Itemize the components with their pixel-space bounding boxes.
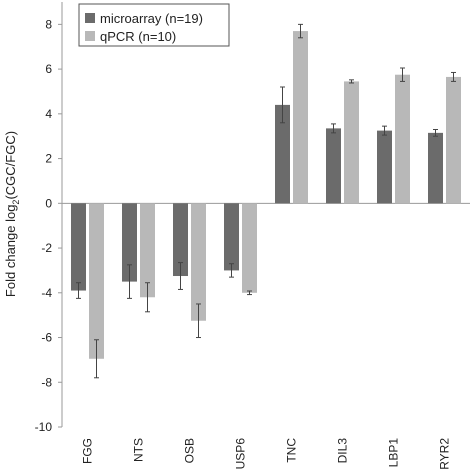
- y-tick-label: 8: [45, 17, 52, 31]
- category-label: TNC: [285, 438, 299, 463]
- y-tick-label: -2: [41, 241, 52, 255]
- y-axis-title-subscript: 2: [11, 200, 21, 205]
- legend-box: [78, 3, 230, 47]
- bar-microarray: [377, 130, 392, 204]
- y-tick-label: -4: [41, 286, 52, 300]
- bar-qpcr: [293, 31, 308, 204]
- bar-microarray: [326, 128, 341, 204]
- bar-microarray: [173, 203, 188, 277]
- y-tick-label: 6: [45, 62, 52, 76]
- bar-qpcr: [395, 74, 410, 204]
- y-tick-label: -10: [35, 420, 53, 434]
- legend-label: microarray (n=19): [100, 11, 203, 26]
- bar-qpcr: [140, 203, 155, 298]
- y-tick-label: 0: [45, 196, 52, 210]
- category-label: LBP1: [387, 438, 401, 468]
- legend-label: qPCR (n=10): [100, 29, 176, 44]
- category-label: NTS: [132, 438, 146, 462]
- y-tick-label: -8: [41, 375, 52, 389]
- chart-bars: [71, 31, 461, 359]
- y-tick-label: 2: [45, 152, 52, 166]
- y-axis-title: Fold change log2(CGC/FGC): [3, 131, 21, 297]
- bar-microarray: [428, 132, 443, 204]
- y-tick-label: 4: [45, 107, 52, 121]
- y-axis-title-tail: (CGC/FGC): [3, 131, 18, 200]
- bar-qpcr: [191, 203, 206, 321]
- bar-qpcr: [446, 76, 461, 204]
- bar-microarray: [71, 203, 86, 291]
- category-label: FGG: [81, 438, 95, 464]
- legend-swatch: [85, 13, 95, 23]
- category-label: RYR2: [438, 438, 452, 470]
- bar-microarray: [275, 104, 290, 204]
- bar-qpcr: [344, 81, 359, 204]
- y-axis-title-main: Fold change log: [3, 205, 18, 298]
- bar-microarray: [224, 203, 239, 271]
- bar-qpcr: [242, 203, 257, 293]
- y-tick-label: -6: [41, 331, 52, 345]
- category-label: DIL3: [336, 438, 350, 464]
- chart-axes: [58, 2, 470, 428]
- bar-microarray: [122, 203, 137, 282]
- category-label: OSB: [183, 438, 197, 463]
- legend-swatch: [85, 31, 95, 41]
- chart-legend: microarray (n=19) qPCR (n=10): [78, 3, 230, 47]
- bar-qpcr: [89, 203, 104, 359]
- chart-error-bars: [76, 23, 456, 379]
- category-label: USP6: [234, 438, 248, 470]
